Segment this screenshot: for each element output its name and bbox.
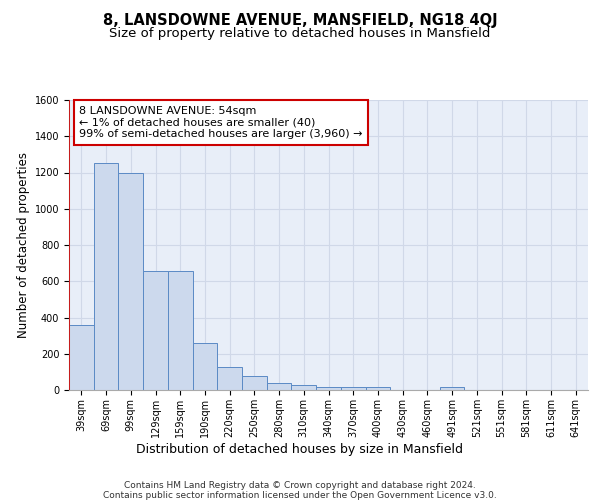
Bar	[292, 386, 316, 390]
Text: Distribution of detached houses by size in Mansfield: Distribution of detached houses by size …	[137, 442, 464, 456]
Text: Contains HM Land Registry data © Crown copyright and database right 2024.
Contai: Contains HM Land Registry data © Crown c…	[103, 481, 497, 500]
Text: Size of property relative to detached houses in Mansfield: Size of property relative to detached ho…	[109, 28, 491, 40]
Bar	[341, 388, 365, 390]
Bar	[217, 368, 242, 390]
Bar	[94, 164, 118, 390]
Text: 8, LANSDOWNE AVENUE, MANSFIELD, NG18 4QJ: 8, LANSDOWNE AVENUE, MANSFIELD, NG18 4QJ	[103, 12, 497, 28]
Bar	[440, 388, 464, 390]
Bar	[193, 343, 217, 390]
Bar	[118, 172, 143, 390]
Bar	[168, 272, 193, 390]
Y-axis label: Number of detached properties: Number of detached properties	[17, 152, 31, 338]
Bar	[242, 376, 267, 390]
Bar	[267, 383, 292, 390]
Text: 8 LANSDOWNE AVENUE: 54sqm
← 1% of detached houses are smaller (40)
99% of semi-d: 8 LANSDOWNE AVENUE: 54sqm ← 1% of detach…	[79, 106, 363, 139]
Bar	[143, 272, 168, 390]
Bar	[69, 325, 94, 390]
Bar	[365, 388, 390, 390]
Bar	[316, 388, 341, 390]
